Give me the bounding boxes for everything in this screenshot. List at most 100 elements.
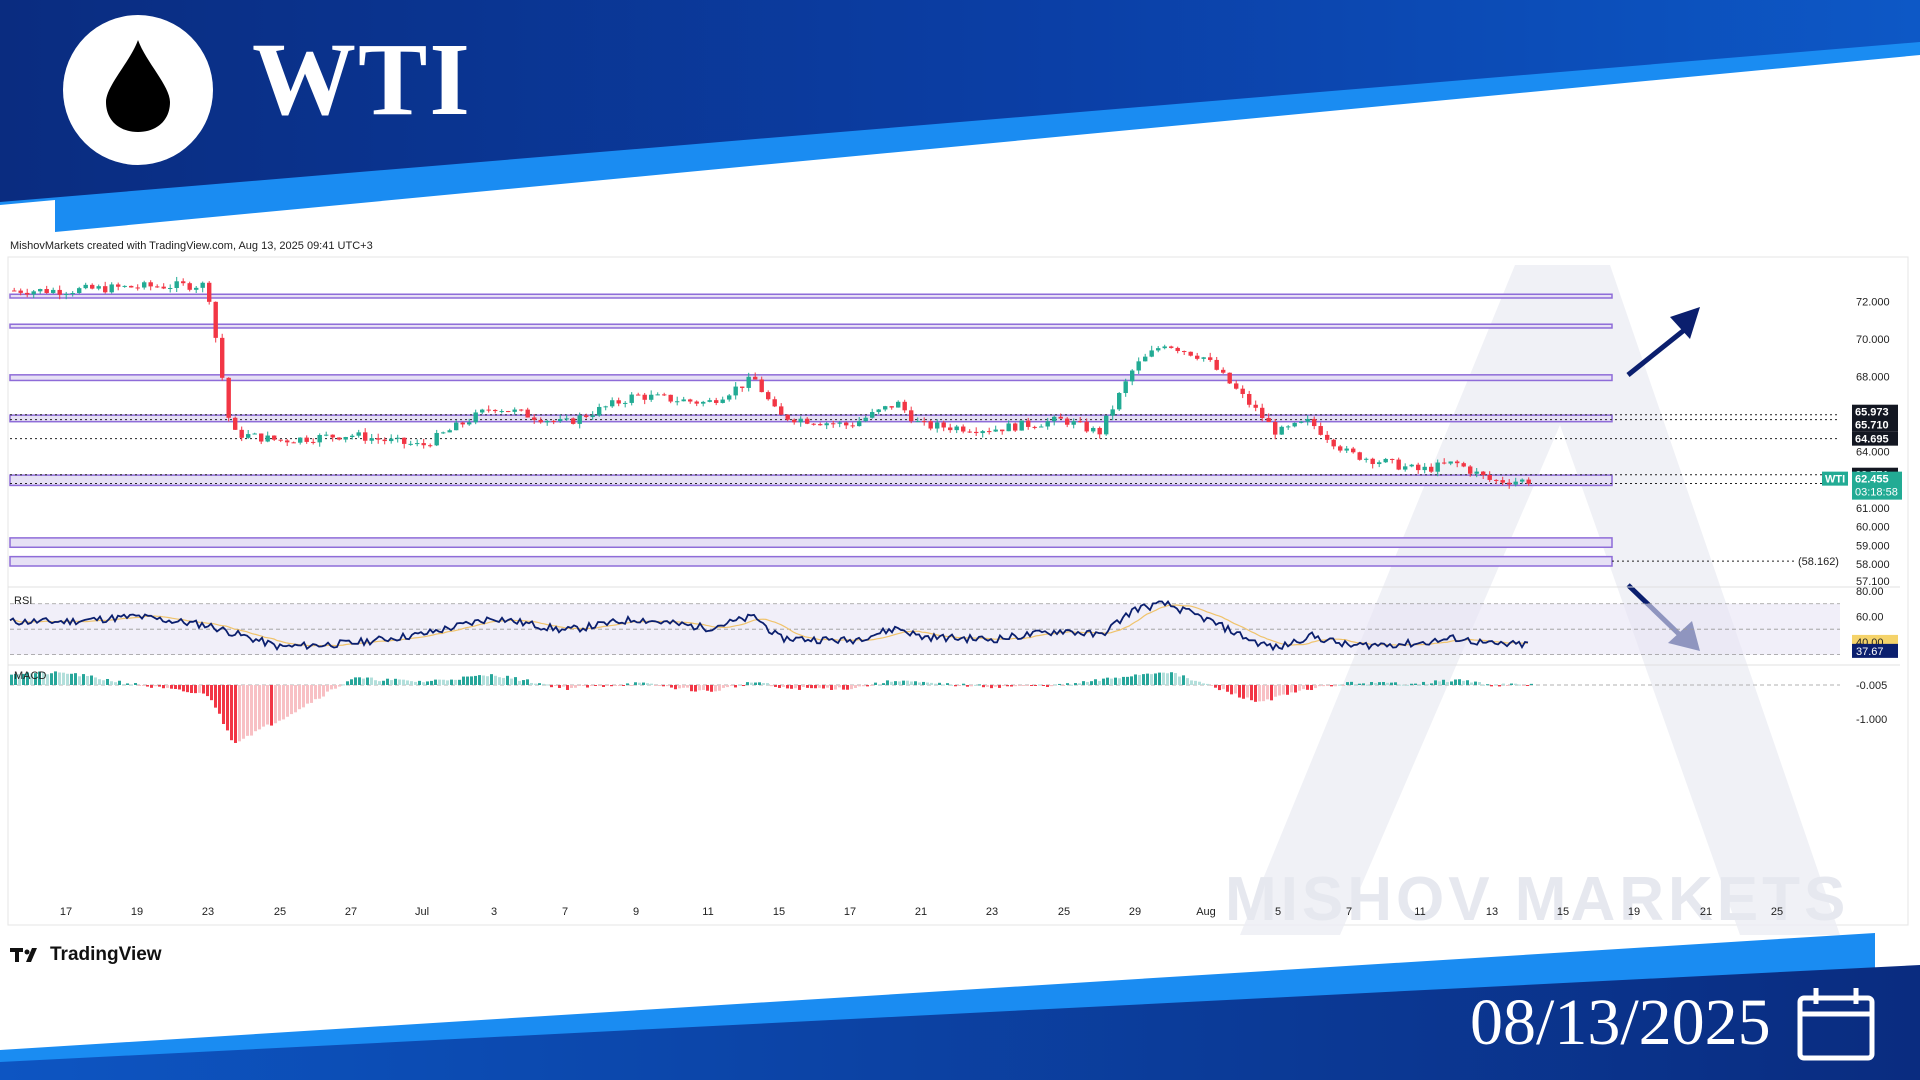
candle-body xyxy=(1253,404,1258,408)
macd-bar xyxy=(134,683,137,685)
macd-bar xyxy=(870,685,873,686)
candle-body xyxy=(428,445,433,447)
macd-bar xyxy=(918,682,921,685)
macd-bar xyxy=(1514,683,1517,685)
macd-bar xyxy=(1530,683,1533,685)
macd-bar xyxy=(882,683,885,685)
macd-bar xyxy=(1498,685,1501,687)
candle-body xyxy=(77,288,82,294)
macd-bar xyxy=(594,685,597,686)
macd-bar xyxy=(1454,679,1457,685)
macd-bar xyxy=(1490,685,1493,687)
candle-body xyxy=(194,287,199,290)
macd-bar xyxy=(762,683,765,685)
candle-body xyxy=(967,431,972,433)
macd-bar xyxy=(1214,685,1217,688)
macd-bar xyxy=(394,678,397,685)
macd-bar xyxy=(210,685,213,701)
price-tags: 65.97365.71064.69562.77162.305WTI62.4550… xyxy=(1798,404,1902,568)
candle-body xyxy=(1435,462,1440,472)
macd-bar xyxy=(1394,682,1397,685)
macd-bar xyxy=(42,671,45,685)
macd-bar xyxy=(1378,682,1381,685)
macd-bar xyxy=(618,685,621,686)
macd-bar xyxy=(1038,684,1041,686)
candle-body xyxy=(993,429,998,432)
macd-bar xyxy=(1358,683,1361,685)
macd-bar xyxy=(426,681,429,685)
macd-bar xyxy=(14,673,17,685)
macd-bar xyxy=(110,681,113,685)
macd-bar xyxy=(510,678,513,685)
candle-body xyxy=(753,376,758,380)
candle-body xyxy=(1149,350,1154,357)
macd-bar xyxy=(1362,683,1365,685)
macd-bar xyxy=(1426,684,1429,686)
candle-body xyxy=(200,282,205,288)
macd-bar xyxy=(1482,684,1485,686)
macd-bar xyxy=(242,685,245,739)
macd-bar xyxy=(614,685,617,686)
candle-body xyxy=(863,417,868,422)
candle-body xyxy=(902,401,907,411)
macd-bar xyxy=(94,677,97,685)
time-tick-label: 3 xyxy=(491,906,497,918)
macd-bar xyxy=(270,685,273,726)
candle-body xyxy=(1383,458,1388,463)
candle-body xyxy=(272,435,277,440)
macd-bar xyxy=(222,685,225,724)
candle-body xyxy=(1221,369,1226,373)
macd-bar xyxy=(754,682,757,685)
price-chart: MISHOV MARKETS RSI MACD 72.000 70.000 68.0… xyxy=(7,256,1909,935)
time-tick-label: 21 xyxy=(1700,906,1712,918)
candle-body xyxy=(25,292,30,295)
macd-bar xyxy=(286,685,289,717)
macd-bar xyxy=(834,685,837,690)
time-tick-label: 25 xyxy=(1058,906,1070,918)
macd-bar xyxy=(370,677,373,685)
macd-bar xyxy=(1386,682,1389,685)
macd-bar xyxy=(978,684,981,686)
candle-body xyxy=(18,290,23,293)
tradingview-logo: TradingView xyxy=(10,944,162,966)
price-zone-3 xyxy=(9,374,1613,382)
macd-bar xyxy=(1470,682,1473,685)
macd-bar xyxy=(938,682,941,685)
price-tag-bg xyxy=(1852,431,1898,446)
macd-bar xyxy=(654,685,657,686)
macd-bar xyxy=(78,676,81,685)
macd-bar xyxy=(862,685,865,687)
candle-body xyxy=(1338,446,1343,451)
macd-bar xyxy=(758,682,761,685)
macd-bar xyxy=(1006,685,1009,687)
candle-body xyxy=(1422,466,1427,471)
macd-bar xyxy=(698,685,701,691)
support-resistance-zones xyxy=(9,293,1613,567)
macd-bar xyxy=(442,679,445,685)
macd-bar xyxy=(738,684,741,686)
candle-body xyxy=(486,409,491,411)
candle-body xyxy=(1156,348,1161,351)
macd-bar xyxy=(1382,681,1385,685)
macd-bar xyxy=(1222,685,1225,690)
macd-bar xyxy=(826,685,829,688)
macd-bar xyxy=(382,680,385,685)
macd-bar xyxy=(98,679,101,685)
price-tick-label: 59.000 xyxy=(1856,540,1890,552)
macd-bar xyxy=(1150,674,1153,685)
macd-bar xyxy=(810,685,813,689)
macd-bar xyxy=(26,672,29,685)
current-symbol-tag-bg xyxy=(1822,471,1848,486)
candle-body xyxy=(740,386,745,388)
candle-body xyxy=(1188,351,1193,356)
candle-body xyxy=(1162,346,1167,349)
macd-bar xyxy=(1306,685,1309,690)
candle-body xyxy=(1481,471,1486,475)
candle-body xyxy=(1201,357,1206,359)
candle-body xyxy=(649,394,654,400)
price-tick-label: 57.100 xyxy=(1856,576,1890,588)
candle-body xyxy=(1409,464,1414,467)
macd-bar xyxy=(914,681,917,685)
watermark-logo-shape xyxy=(1240,265,1840,935)
tradingview-credit: MishovMarkets created with TradingView.c… xyxy=(10,240,373,252)
